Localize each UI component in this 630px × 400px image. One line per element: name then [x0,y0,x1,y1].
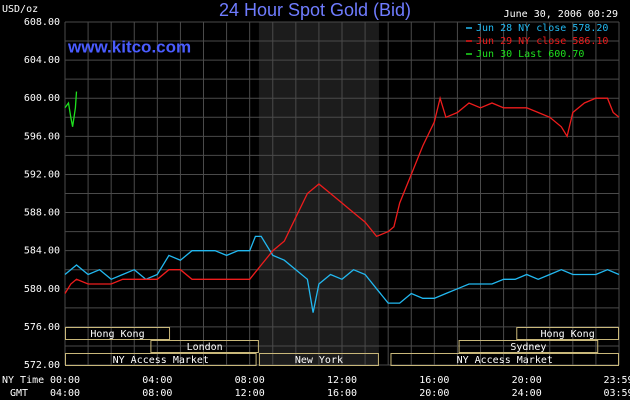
session-bar [516,327,620,340]
x2-tick-label: 20:00 [419,388,449,399]
x2-tick-label: 24:00 [512,388,542,399]
legend-label: Jun 30 Last 600.70 [476,49,584,60]
y-tick-label: 572.00 [24,360,60,371]
y-tick-label: 576.00 [24,322,60,333]
y-axis-label: USD/oz [2,4,38,15]
y-tick-label: 608.00 [24,17,60,28]
x-tick-label: 04:00 [142,375,172,386]
y-tick-label: 604.00 [24,55,60,66]
session-bar [65,353,257,366]
session-label: Hong Kong [541,329,595,340]
session-label: New York [295,355,343,366]
session-bar [458,340,599,353]
session-label: NY Access Market [113,355,209,366]
session-bar [390,353,619,366]
x2-row-label: GMT [10,388,28,399]
y-tick-label: 584.00 [24,246,60,257]
session-label: Hong Kong [90,329,144,340]
x2-tick-label: 04:00 [50,388,80,399]
chart-title: 24 Hour Spot Gold (Bid) [219,0,411,20]
y-tick-label: 600.00 [24,93,60,104]
y-tick-label: 588.00 [24,208,60,219]
session-bar [258,353,379,366]
legend-label: Jun 29 NY close 586.10 [476,36,608,47]
y-tick-label: 592.00 [24,169,60,180]
y-tick-label: 596.00 [24,131,60,142]
x-tick-label: 16:00 [419,375,449,386]
x-tick-label: 20:00 [512,375,542,386]
price-line [64,91,78,127]
price-line [64,95,620,294]
x2-tick-label: 08:00 [142,388,172,399]
session-bar [65,327,171,340]
session-bar [150,340,259,353]
x-tick-label: 08:00 [235,375,265,386]
session-label: NY Access Market [457,355,553,366]
session-label: Sydney [510,342,546,353]
price-line [64,235,620,313]
x-tick-label: 00:00 [50,375,80,386]
x2-tick-label: 16:00 [327,388,357,399]
x-tick-label: 23:59 [603,375,630,386]
timestamp: June 30, 2006 00:29 [504,9,618,20]
x2-tick-label: 03:59 [603,388,630,399]
x-row-label: NY Time [2,375,44,386]
y-tick-label: 580.00 [24,284,60,295]
x-tick-label: 12:00 [327,375,357,386]
watermark: www.kitco.com [67,37,191,56]
background-layer [64,21,620,366]
session-label: London [187,342,223,353]
x2-tick-label: 12:00 [235,388,265,399]
legend-label: Jun 28 NY close 578.20 [476,23,608,34]
